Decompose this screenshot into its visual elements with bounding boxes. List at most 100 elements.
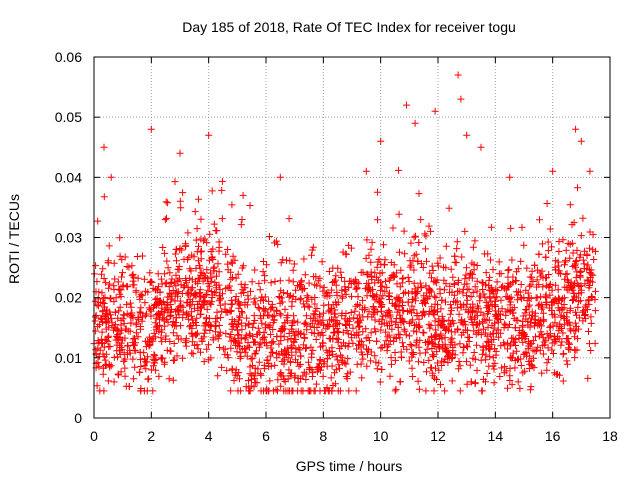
data-point: [103, 310, 111, 318]
data-point: [446, 282, 454, 290]
data-point: [471, 379, 479, 387]
data-point: [331, 310, 339, 318]
data-point: [279, 326, 286, 334]
data-point: [284, 354, 292, 362]
data-point: [544, 344, 552, 352]
data-point: [227, 301, 235, 308]
data-point: [231, 296, 239, 304]
data-point: [92, 313, 99, 321]
data-point: [537, 272, 545, 280]
data-point: [416, 349, 424, 357]
data-point: [447, 307, 455, 315]
data-point: [176, 149, 184, 157]
data-point: [157, 297, 165, 305]
data-point: [438, 335, 446, 343]
data-point: [107, 173, 115, 181]
data-point: [561, 258, 569, 266]
data-point: [436, 254, 444, 262]
data-point: [395, 295, 403, 303]
data-point: [512, 342, 520, 349]
data-point: [173, 306, 181, 314]
data-point: [374, 276, 382, 284]
data-point: [137, 356, 144, 364]
data-point: [329, 301, 337, 309]
data-point: [392, 318, 400, 326]
data-point: [241, 284, 249, 292]
data-point: [323, 384, 331, 392]
data-point: [543, 330, 551, 338]
data-point: [555, 262, 563, 270]
data-point: [118, 273, 125, 281]
data-point: [491, 359, 499, 367]
data-point: [130, 281, 138, 289]
data-point: [158, 338, 166, 346]
data-point: [498, 283, 506, 291]
data-point: [415, 358, 422, 366]
data-point: [235, 300, 243, 308]
data-point: [422, 387, 430, 395]
data-point: [95, 363, 103, 371]
data-point: [519, 338, 527, 346]
data-point: [576, 283, 584, 290]
data-point: [237, 221, 245, 229]
data-point: [434, 359, 441, 367]
data-point: [554, 370, 561, 378]
data-point: [470, 266, 478, 274]
data-point: [365, 251, 373, 259]
data-point: [559, 236, 567, 244]
data-point: [221, 305, 229, 313]
data-point: [186, 296, 194, 304]
data-point: [587, 270, 595, 278]
data-point: [310, 387, 318, 395]
data-point: [418, 260, 425, 268]
data-point: [207, 277, 215, 285]
data-point: [198, 337, 206, 345]
data-point: [461, 318, 469, 326]
data-point: [209, 256, 217, 263]
data-point: [265, 297, 273, 305]
data-point: [333, 334, 341, 342]
data-point: [265, 311, 273, 319]
data-point: [203, 345, 211, 353]
axis-ticks: [93, 56, 611, 419]
data-point: [356, 301, 364, 309]
data-point: [103, 318, 111, 326]
data-point: [341, 315, 349, 323]
y-axis-label: ROTI / TECUs: [6, 194, 22, 284]
data-point: [232, 338, 240, 346]
data-point: [172, 271, 180, 279]
data-point: [436, 344, 443, 352]
data-point: [228, 316, 236, 324]
data-point: [237, 280, 245, 288]
data-point: [591, 307, 599, 315]
data-point: [111, 308, 119, 316]
data-point: [504, 266, 512, 274]
data-point: [100, 343, 108, 351]
data-point: [362, 254, 370, 262]
data-point: [338, 286, 346, 294]
data-point: [435, 341, 443, 349]
data-point: [509, 278, 517, 286]
data-point: [121, 372, 129, 380]
data-point: [494, 318, 502, 326]
data-point: [397, 266, 405, 274]
data-point: [436, 285, 444, 293]
data-point: [501, 363, 509, 371]
data-point: [355, 280, 363, 288]
data-point: [508, 381, 516, 389]
data-point: [359, 268, 367, 276]
data-point: [414, 257, 422, 265]
data-point: [442, 242, 450, 250]
data-point: [315, 363, 323, 371]
data-point: [172, 245, 180, 253]
data-point: [566, 254, 574, 262]
data-point: [400, 343, 407, 351]
data-point: [507, 340, 515, 348]
data-point: [561, 275, 569, 283]
data-point: [192, 331, 200, 339]
data-point: [493, 278, 501, 286]
data-point: [453, 238, 461, 246]
data-point: [191, 208, 199, 216]
data-point: [277, 369, 285, 377]
data-point: [312, 273, 320, 281]
